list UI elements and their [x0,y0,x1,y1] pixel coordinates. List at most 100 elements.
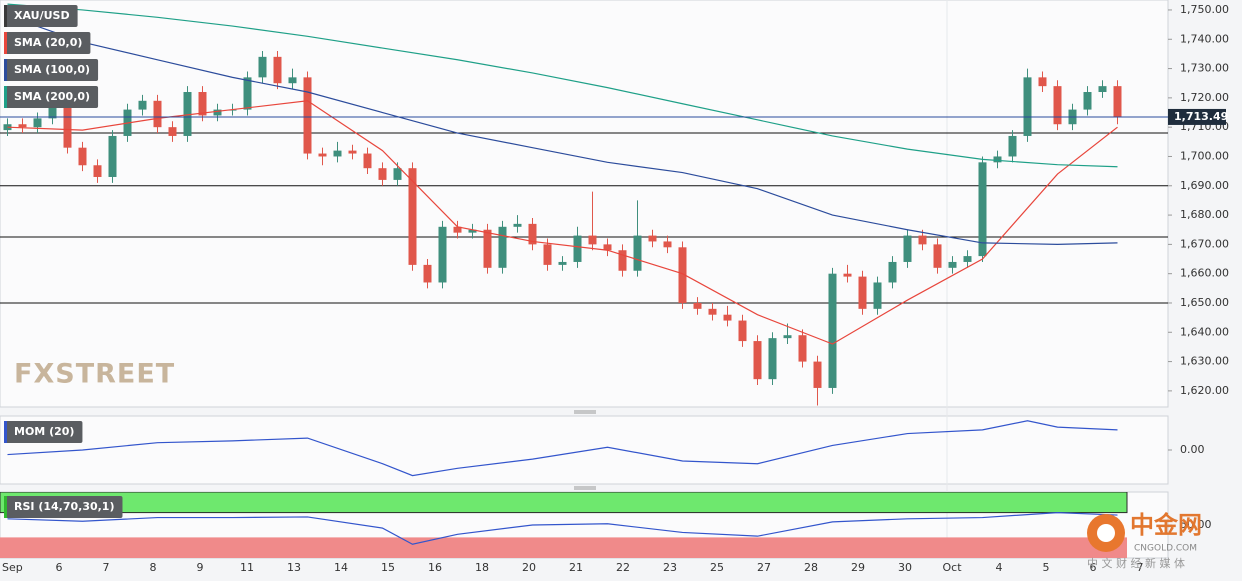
legend-label: XAU/USD [14,9,70,22]
x-tick-label: 4 [996,561,1003,574]
x-tick-label: 6 [1090,561,1097,574]
legend-box [4,496,123,518]
candle-body [993,156,1002,163]
y-tick-label: 1,700.00 [1180,149,1229,162]
legend-swatch [4,32,7,54]
candle-body [978,162,987,257]
candle-body [453,226,462,233]
candle-body [543,244,552,265]
candle-body [1038,77,1047,87]
legend: XAU/USD SMA (20,0) SMA (100,0) SMA (200,0) M… [4,5,123,518]
candle-body [363,153,372,169]
legend-label: SMA (200,0) [14,90,90,103]
candle-body [33,118,42,128]
x-tick-label: 11 [240,561,254,574]
y-tick-label: 1,660.00 [1180,267,1229,280]
y-tick-label: 1,630.00 [1180,355,1229,368]
x-tick-label: 27 [757,561,771,574]
candle-body [288,77,297,84]
x-tick-label: 20 [522,561,536,574]
candle-body [1083,92,1092,110]
candle-body [498,226,507,268]
candle-body [318,153,327,157]
legend-box [4,421,83,443]
candle-body [438,226,447,283]
x-tick-label: 18 [475,561,489,574]
sma-line [7,15,1118,245]
x-tick-label: 22 [616,561,630,574]
last-price-box [1168,108,1226,125]
logo-slogan: 中 文 财 经 新 媒 体 [1087,556,1185,570]
candle-body [873,282,882,309]
sma-line [7,3,1118,168]
candle-body [903,235,912,262]
overbought-zone [0,492,1128,514]
x-tick-label: 16 [428,561,442,574]
x-tick-label: 23 [663,561,677,574]
candle-body [1098,86,1107,93]
y-tick-label: 1,650.00 [1180,296,1229,309]
candle-body [48,106,57,119]
candle-body [93,165,102,177]
candle-body [168,127,177,136]
logo-icon [1097,524,1115,542]
x-tick-label: 25 [710,561,724,574]
candle-body [243,77,252,110]
x-tick-label: 6 [56,561,63,574]
candle-body [603,244,612,251]
candle-body [258,56,267,78]
candle-body [933,244,942,268]
main-plot [0,3,1168,406]
candle-body [198,92,207,116]
candle-body [708,308,717,315]
candle-body [138,100,147,110]
candle-body [468,229,477,233]
x-tick-label: 7 [1137,561,1144,574]
y-tick-label: 1,720.00 [1180,91,1229,104]
logo-site: CNGOLD.COM [1134,544,1197,554]
candle-body [663,241,672,248]
candle-body [1053,86,1062,125]
y-tick-label: 1,740.00 [1180,32,1229,45]
y-tick-label: 1,730.00 [1180,62,1229,75]
legend-box [4,86,99,108]
candle-body [348,150,357,154]
last-price-label: 1,713.49 [1174,110,1228,123]
candle-body [183,92,192,136]
x-tick-label: 8 [150,561,157,574]
x-tick-label: 28 [804,561,818,574]
x-tick-label: Sep [2,561,23,574]
candle-body [678,247,687,303]
candle-body [393,168,402,180]
legend-box [4,5,78,27]
candle-body [618,250,627,271]
candle-body [153,100,162,128]
legend-label: SMA (20,0) [14,36,82,49]
candle-body [723,314,732,321]
oversold-zone [0,537,1127,558]
candle-body [633,235,642,271]
candle-body [798,335,807,362]
candle-body [1008,135,1017,157]
candle-body [558,261,567,265]
sma-line [7,100,1118,345]
y-tick-label: 1,620.00 [1180,384,1229,397]
candle-body [1113,86,1122,117]
x-tick-label: 7 [103,561,110,574]
legend-label: MOM (20) [14,425,74,438]
x-tick-label: 30 [898,561,912,574]
axes: 1,620.00 1,630.00 1,640.00 1,650.00 1,660.00… [2,3,1229,574]
mom-panel [0,415,1169,485]
legend-swatch [4,5,7,27]
candle-body [423,264,432,283]
candle-body [843,273,852,277]
legend-swatch [4,421,7,443]
candle-body [693,302,702,309]
y-tick-label: 50.00 [1180,518,1212,531]
x-tick-label: 15 [381,561,395,574]
candle-body [108,135,117,177]
candle-body [528,223,537,245]
candle-body [213,109,222,116]
candle-body [483,229,492,268]
